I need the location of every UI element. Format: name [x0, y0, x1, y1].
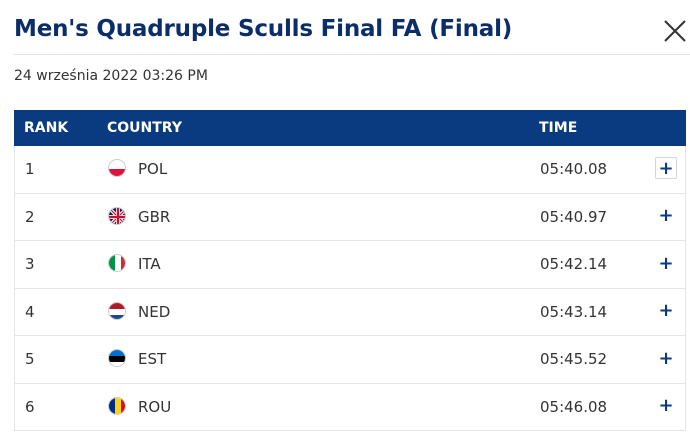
expand-row-button[interactable]: + [658, 395, 674, 416]
country-cell: EST [138, 350, 167, 368]
country-cell: ROU [138, 397, 172, 416]
rank-cell: 2 [25, 207, 35, 226]
time-cell: 05:46.08 [540, 397, 608, 416]
page-title: Men's Quadruple Sculls Final FA (Final) [14, 16, 513, 42]
italy-flag-icon [108, 254, 126, 272]
column-header-time: TIME [539, 120, 578, 136]
rank-cell: 6 [25, 397, 35, 416]
expand-row-button[interactable]: + [655, 157, 677, 179]
rank-cell: 4 [25, 302, 35, 321]
table-row: 6 ROU 05:46.08 + [14, 383, 686, 431]
country-cell: GBR [138, 207, 171, 226]
table-header: RANK COUNTRY TIME [14, 110, 686, 146]
time-cell: 05:43.14 [540, 302, 608, 321]
table-row: 5 EST 05:45.52 + [14, 336, 686, 384]
close-button[interactable] [662, 18, 688, 44]
rank-cell: 1 [25, 160, 35, 178]
expand-row-button[interactable]: + [658, 252, 674, 274]
time-cell: 05:45.52 [540, 350, 608, 368]
column-header-country: COUNTRY [107, 120, 182, 136]
estonia-flag-icon [108, 349, 126, 367]
expand-row-button[interactable]: + [658, 300, 674, 321]
netherlands-flag-icon [108, 301, 126, 320]
close-icon[interactable] [662, 18, 688, 44]
header-divider [14, 54, 690, 55]
uk-flag-icon [108, 206, 126, 225]
timestamp: 24 września 2022 03:26 PM [14, 68, 208, 84]
country-cell: POL [138, 160, 168, 178]
results-table: RANK COUNTRY TIME 1 POL 05:40.08 + 2 [14, 110, 686, 431]
expand-row-button[interactable]: + [658, 347, 674, 369]
country-cell: ITA [138, 255, 161, 273]
poland-flag-icon [108, 159, 126, 177]
column-header-rank: RANK [24, 120, 69, 136]
table-row: 1 POL 05:40.08 + [14, 146, 686, 194]
time-cell: 05:40.08 [540, 160, 608, 178]
time-cell: 05:40.97 [540, 207, 608, 226]
table-row: 4 NED 05:43.14 + [14, 288, 686, 336]
time-cell: 05:42.14 [540, 255, 608, 273]
country-cell: NED [138, 302, 171, 321]
romania-flag-icon [108, 396, 126, 415]
table-row: 3 ITA 05:42.14 + [14, 241, 686, 289]
rank-cell: 5 [25, 350, 35, 368]
rank-cell: 3 [25, 255, 35, 273]
table-row: 2 GBR 05:40.97 + [14, 193, 686, 241]
expand-row-button[interactable]: + [658, 205, 674, 226]
